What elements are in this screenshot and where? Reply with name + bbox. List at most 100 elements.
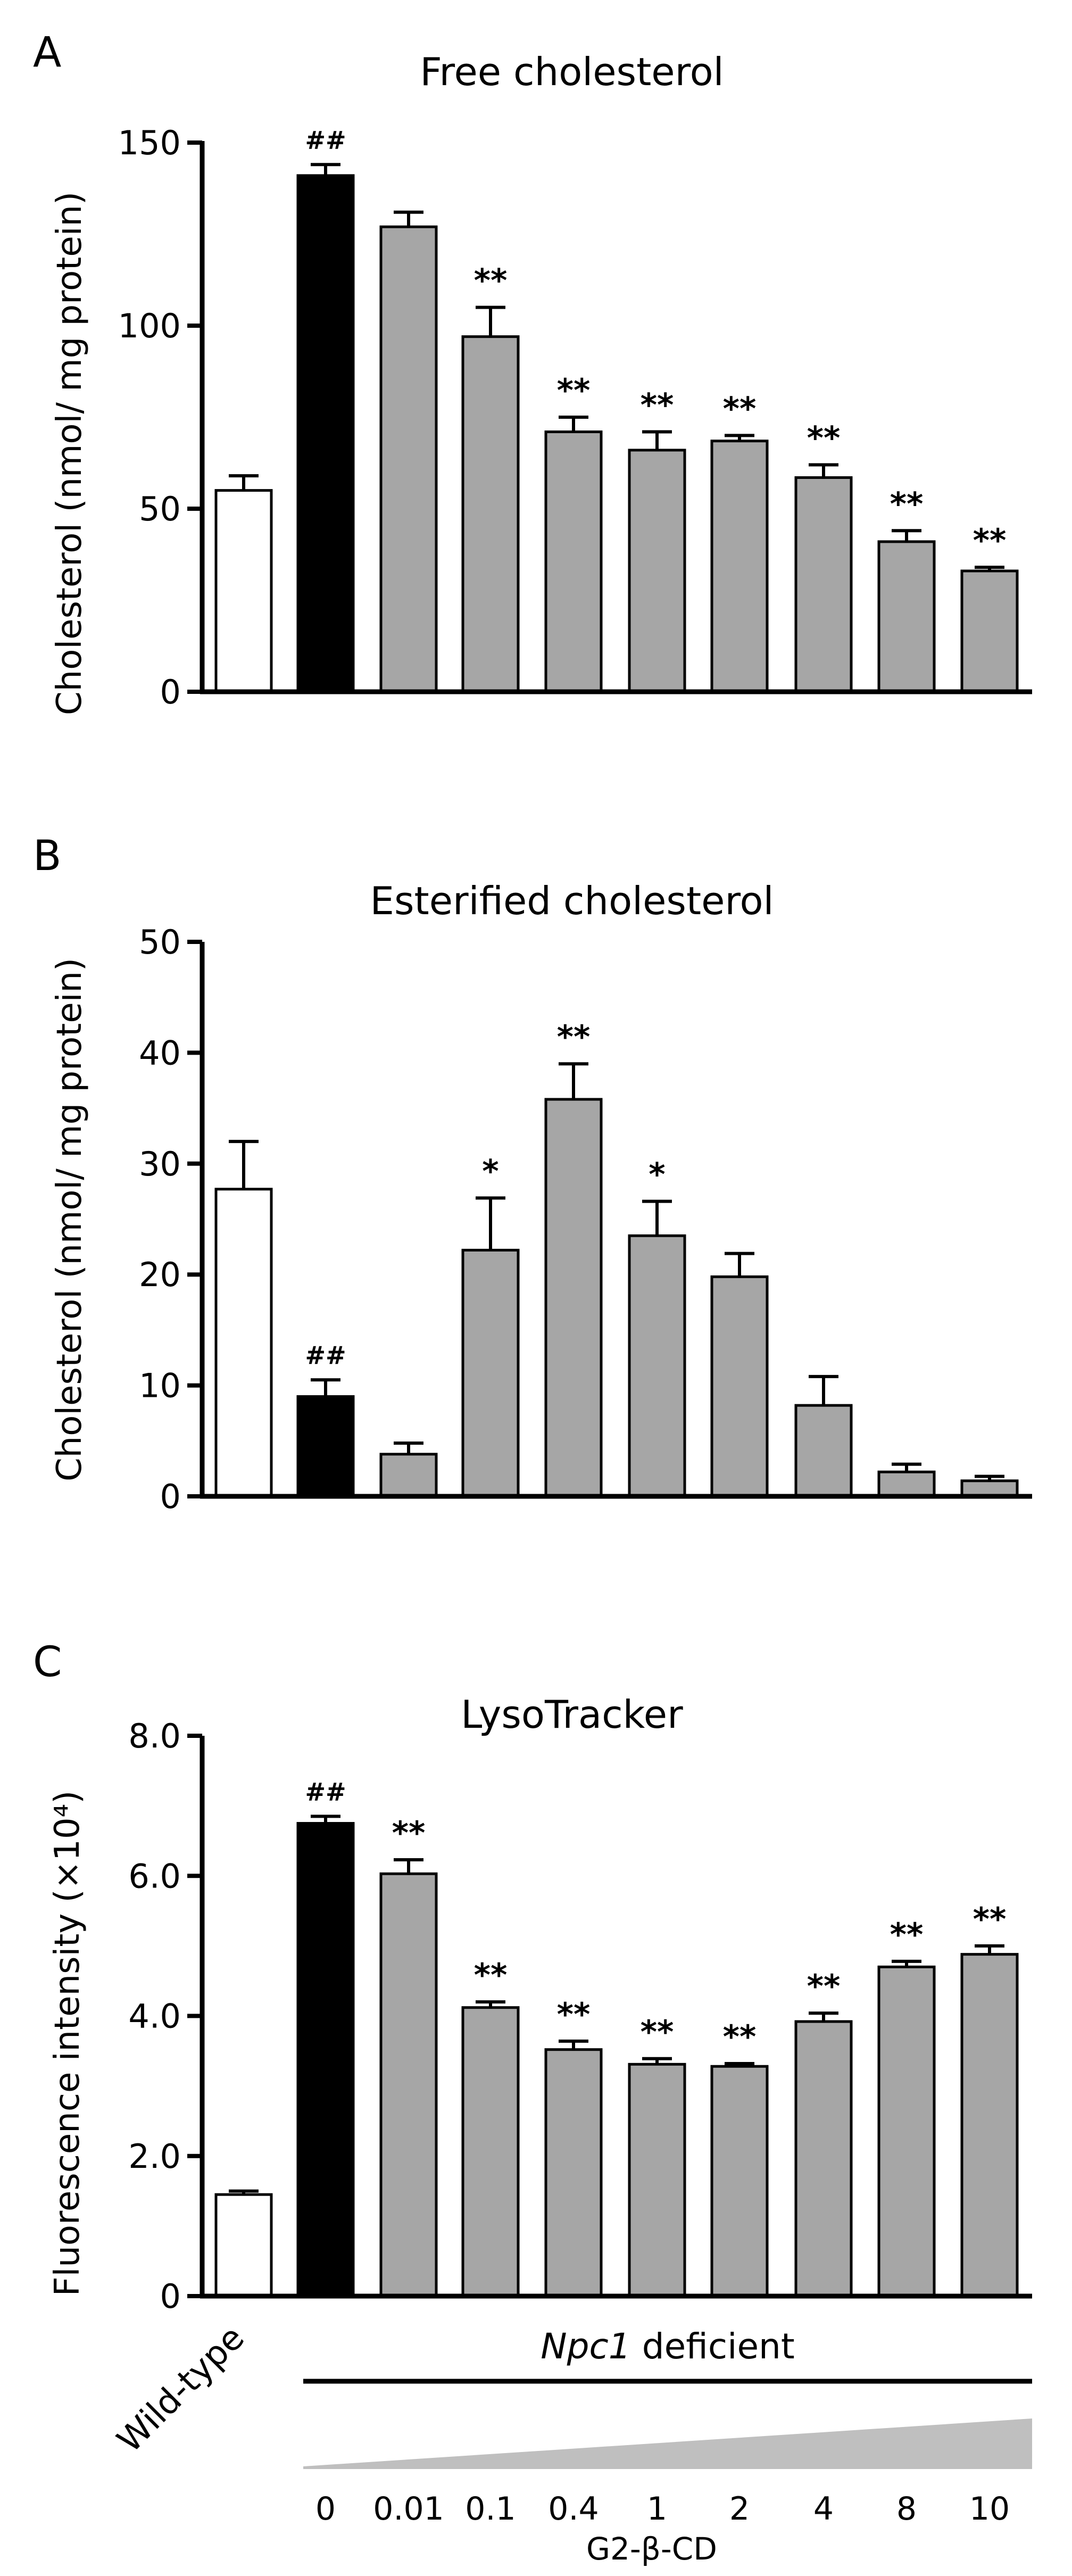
bar [461, 2006, 520, 2298]
chart-title: Esterified cholesterol [370, 879, 774, 923]
significance-label: ** [723, 2018, 757, 2056]
significance-label: * [482, 1153, 498, 1190]
significance-label: ** [557, 372, 591, 409]
bars: ##**** [214, 1018, 1019, 1498]
panel-label: A [33, 29, 61, 77]
y-tick-label: 6.0 [128, 1857, 181, 1895]
significance-label: ## [305, 126, 346, 154]
bar [544, 1098, 603, 1498]
y-axis-label: Cholesterol (nmol/ mg protein) [50, 192, 89, 715]
chart-title: LysoTracker [461, 1692, 683, 1737]
significance-label: ** [973, 522, 1007, 559]
bar [877, 540, 936, 693]
bar [794, 476, 853, 693]
significance-label: ** [474, 1957, 508, 1994]
bars: ## ** ** ** ** ** ** ** ** [214, 1777, 1019, 2298]
significance-label: ** [641, 387, 674, 424]
bar [628, 2063, 686, 2298]
significance-label: ** [890, 1916, 924, 1953]
bar [710, 2065, 769, 2298]
significance-label: ** [890, 485, 924, 523]
bar [794, 2020, 853, 2298]
y-tick-label: 50 [139, 490, 181, 528]
panel-a: A Free cholesterol Cholesterol (nmol/ mg… [33, 29, 1032, 715]
x-axis-footer: Wild-type Npc1 deficient 0 0.01 0.1 0.4 1 2 4 8… [110, 2318, 1032, 2567]
significance-label: ** [557, 1018, 591, 1056]
bar [379, 1872, 438, 2298]
bar [214, 489, 273, 693]
bar [710, 440, 769, 693]
panel-label: C [33, 1638, 62, 1686]
chart-title: Free cholesterol [420, 49, 724, 94]
bar [214, 1188, 273, 1498]
y-tick-label: 4.0 [128, 1997, 181, 2036]
dose-ticks: 0 0.01 0.1 0.4 1 2 4 8 10 [315, 2490, 1010, 2528]
panel-c: C LysoTracker Fluorescence intensity (×1… [33, 1638, 1032, 2316]
y-axis-label: Cholesterol (nmol/ mg protein) [50, 958, 89, 1481]
y-tick-label: 50 [139, 923, 181, 962]
significance-label: ** [807, 1968, 841, 2005]
bar [379, 1453, 438, 1498]
y-tick-label: 20 [139, 1255, 181, 1294]
y-tick-label: 0 [160, 673, 181, 711]
bar [628, 1234, 686, 1498]
significance-label: ** [973, 1901, 1007, 1938]
y-tick-label: 0 [160, 2277, 181, 2316]
y-ticks: 0 50 100 150 [118, 123, 202, 711]
significance-label: ** [392, 1815, 426, 1852]
y-tick-label: 8.0 [128, 1717, 181, 1755]
significance-label: ## [305, 1777, 346, 1806]
y-tick-label: 2.0 [128, 2137, 181, 2176]
bar [960, 569, 1019, 693]
dose-tick-label: 0.4 [548, 2490, 599, 2528]
bar [296, 174, 355, 693]
bars: ## ** ** ** ** ** ** ** [214, 126, 1019, 693]
bar [960, 1953, 1019, 2298]
panel-label: B [33, 832, 62, 880]
bar [296, 1395, 355, 1498]
dose-tick-label: 0 [315, 2490, 336, 2528]
bar [628, 449, 686, 693]
dose-tick-label: 1 [647, 2490, 667, 2528]
dose-gradient-wedge [303, 2418, 1032, 2469]
dose-tick-label: 0.1 [465, 2490, 516, 2528]
significance-label: ** [807, 419, 841, 457]
significance-label: ** [474, 262, 508, 300]
y-ticks: 0 10 20 30 40 50 [139, 923, 202, 1516]
significance-label: ** [557, 1996, 591, 2033]
group-label-italic: Npc1 [541, 2326, 631, 2367]
y-tick-label: 10 [139, 1366, 181, 1405]
y-tick-label: 100 [118, 307, 181, 345]
bar [877, 1965, 936, 2298]
significance-label: ## [305, 1341, 346, 1370]
y-tick-label: 30 [139, 1145, 181, 1183]
wildtype-label: Wild-type [110, 2318, 252, 2460]
panel-b: B Esterified cholesterol Cholesterol (nm… [33, 832, 1032, 1516]
significance-label: * [649, 1156, 665, 1194]
dose-tick-label: 2 [729, 2490, 750, 2528]
bar [544, 430, 603, 693]
y-tick-label: 150 [118, 123, 181, 162]
bar [379, 225, 438, 693]
y-ticks: 0 2.0 4.0 6.0 8.0 [128, 1717, 202, 2316]
y-tick-label: 0 [160, 1477, 181, 1516]
significance-label: ** [723, 390, 757, 427]
bar [544, 2048, 603, 2298]
group-label: Npc1 deficient [541, 2326, 795, 2367]
dose-title: G2-β-CD [586, 2531, 717, 2567]
significance-label: ** [641, 2014, 674, 2051]
bar [461, 335, 520, 693]
dose-tick-label: 0.01 [373, 2490, 444, 2528]
bar [296, 1822, 355, 2298]
y-axis-label: Fluorescence intensity (×10⁴) [48, 1791, 87, 2296]
dose-tick-label: 4 [813, 2490, 834, 2528]
dose-tick-label: 10 [969, 2490, 1010, 2528]
bar [461, 1248, 520, 1498]
bar [877, 1470, 936, 1498]
y-tick-label: 40 [139, 1033, 181, 1072]
bar [214, 2193, 273, 2298]
bar [794, 1404, 853, 1498]
group-label-rest: deficient [631, 2326, 795, 2367]
bar [710, 1275, 769, 1498]
